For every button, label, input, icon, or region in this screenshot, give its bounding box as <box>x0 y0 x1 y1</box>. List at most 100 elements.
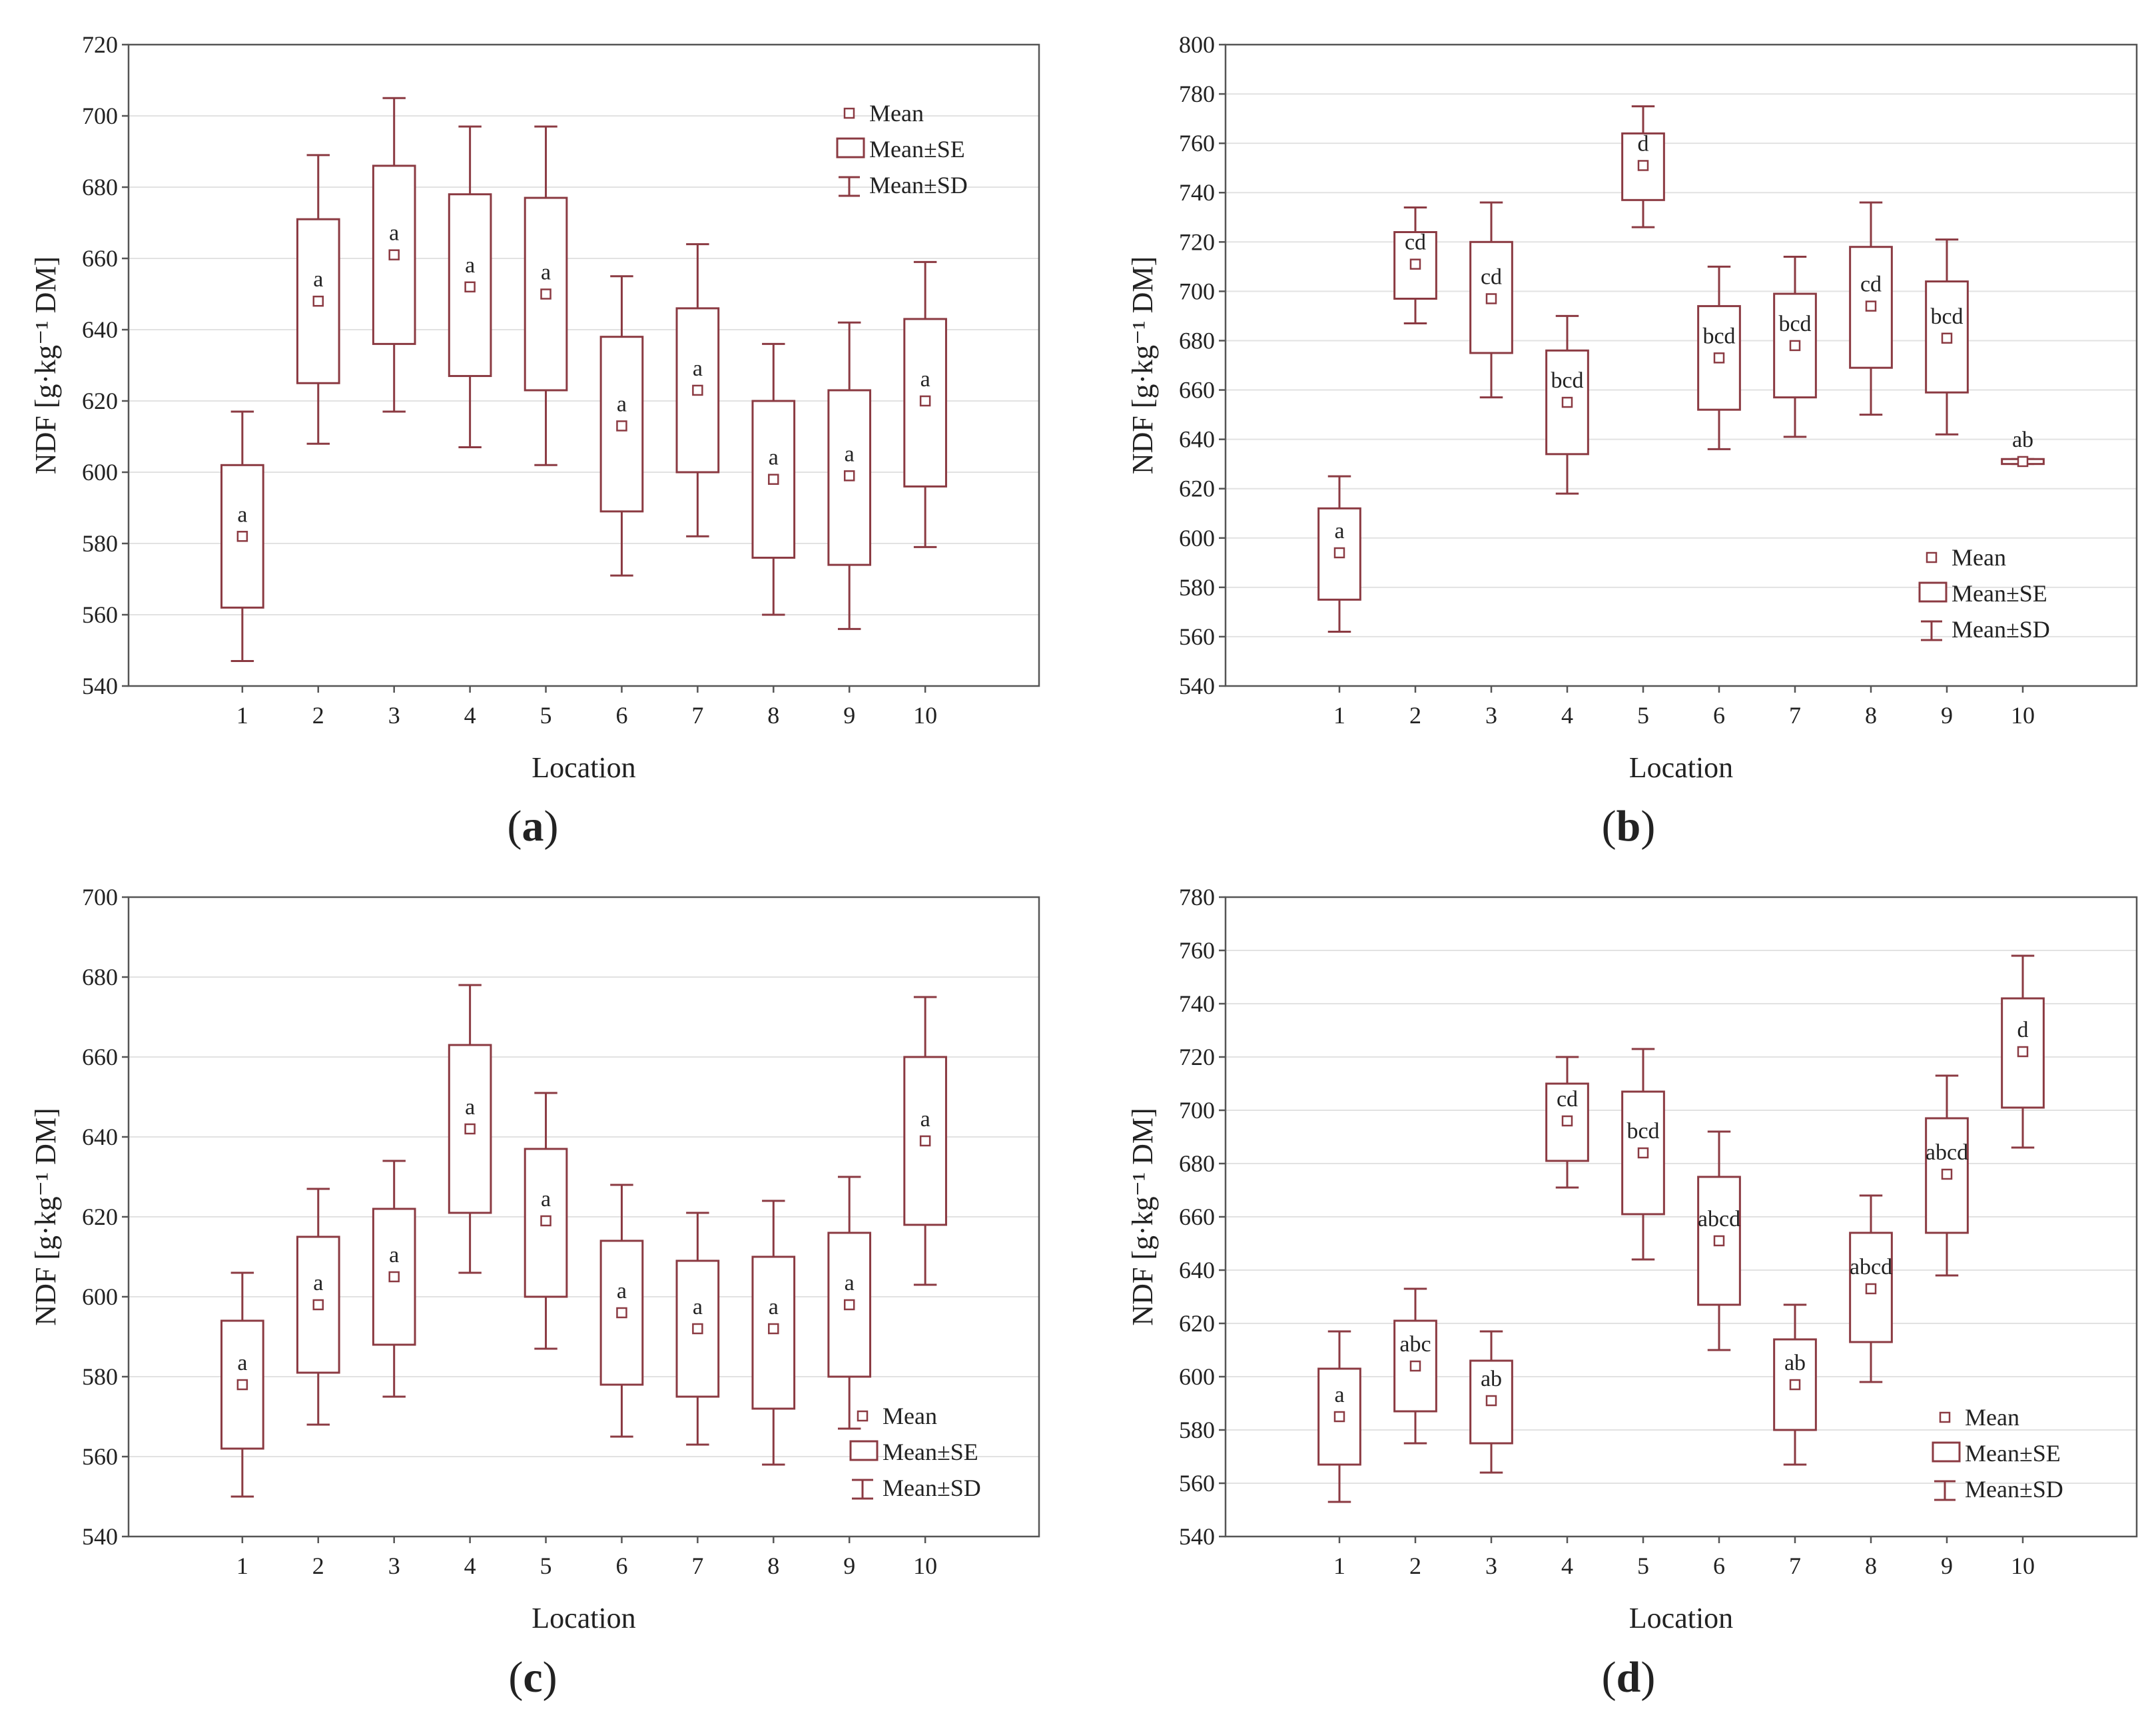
mean-marker-location-8 <box>768 474 779 485</box>
y-tick-label: 700 <box>82 103 118 129</box>
x-tick-label: 3 <box>388 1553 400 1579</box>
mean-marker-location-7 <box>692 384 703 396</box>
y-tick-label: 700 <box>1179 278 1215 304</box>
y-tick-label: 600 <box>1179 1363 1215 1390</box>
x-tick-label: 5 <box>1637 1553 1649 1579</box>
x-tick-label: 10 <box>2011 1553 2035 1579</box>
y-tick-label: 700 <box>1179 1097 1215 1124</box>
x-tick-label: 1 <box>236 702 248 729</box>
x-axis-title: Location <box>532 1602 635 1634</box>
x-tick-label: 4 <box>464 1553 476 1579</box>
plot-area-frame <box>127 43 1040 687</box>
significance-label-location-3: cd <box>1481 264 1502 289</box>
y-tick-label: 620 <box>1179 476 1215 502</box>
y-tick-label: 760 <box>1179 130 1215 157</box>
y-tick-label: 660 <box>1179 377 1215 404</box>
mean-marker-location-7 <box>1789 1379 1801 1391</box>
legend-se-box <box>1932 1441 1961 1463</box>
significance-label-location-5: bcd <box>1626 1119 1659 1144</box>
legend-se-label: Mean±SE <box>1965 1440 2061 1467</box>
mean-marker-location-1 <box>236 531 248 542</box>
y-tick-label: 560 <box>82 601 118 628</box>
y-tick-label: 800 <box>1179 31 1215 58</box>
mean-marker-location-2 <box>1409 258 1421 270</box>
mean-marker-location-10 <box>919 395 931 407</box>
mean-marker-location-1 <box>1333 1411 1345 1423</box>
legend-mean-marker <box>1939 1411 1951 1423</box>
x-tick-label: 3 <box>388 702 400 729</box>
panel-label-b: (b) <box>1602 802 1656 851</box>
significance-label-location-3: ab <box>1481 1367 1502 1391</box>
x-tick-label: 5 <box>1637 702 1649 729</box>
y-tick-label: 660 <box>82 1044 118 1070</box>
significance-label-location-10: d <box>2017 1018 2029 1042</box>
mean-marker-location-2 <box>1409 1360 1421 1372</box>
mean-marker-location-3 <box>388 249 400 260</box>
x-tick-label: 7 <box>1789 702 1801 729</box>
mean-marker-location-4 <box>464 281 476 293</box>
significance-label-location-2: a <box>313 1271 323 1295</box>
y-tick-label: 560 <box>82 1443 118 1470</box>
y-tick-label: 740 <box>1179 179 1215 206</box>
mean-marker-location-2 <box>312 295 324 307</box>
y-tick-label: 680 <box>82 964 118 990</box>
y-tick-label: 580 <box>1179 574 1215 601</box>
y-tick-label: 600 <box>82 459 118 486</box>
significance-label-location-2: a <box>313 267 323 292</box>
mean-marker-location-5 <box>540 288 551 300</box>
significance-label-location-8: abcd <box>1850 1255 1892 1279</box>
y-tick-label: 560 <box>1179 1470 1215 1497</box>
y-tick-label: 660 <box>1179 1204 1215 1230</box>
significance-label-location-10: ab <box>2012 428 2033 452</box>
chart-panel-b: 540 560 580 600 620 640 660 680 700 720 740 760 780 8… <box>1126 31 2138 851</box>
y-tick-label: 640 <box>1179 1257 1215 1283</box>
chart-panel-d: 540 560 580 600 620 640 660 680 700 720 740 760 780 1… <box>1126 884 2138 1702</box>
x-tick-label: 10 <box>913 702 937 729</box>
significance-label-location-5: d <box>1638 131 1649 156</box>
y-tick-label: 620 <box>82 1204 118 1230</box>
y-tick-label: 580 <box>82 530 118 557</box>
x-tick-label: 2 <box>312 702 324 729</box>
chart-panel-a: 540 560 580 600 620 640 660 680 700 720 1 2 3 4 5 6 7 8 9 1… <box>29 31 1040 851</box>
significance-label-location-6: a <box>617 1279 627 1303</box>
mean-marker-location-10 <box>919 1135 931 1147</box>
y-tick-label: 700 <box>82 884 118 910</box>
x-tick-label: 8 <box>767 1553 779 1579</box>
significance-label-location-7: bcd <box>1778 312 1811 336</box>
mean-marker-location-10 <box>2017 1046 2029 1058</box>
mean-marker-location-6 <box>616 420 627 432</box>
significance-label-location-9: abcd <box>1926 1140 1968 1165</box>
y-tick-label: 640 <box>1179 426 1215 453</box>
y-tick-label: 540 <box>1179 673 1215 699</box>
mean-marker-location-5 <box>540 1215 551 1227</box>
legend-se-box <box>1918 581 1948 603</box>
significance-label-location-6: a <box>617 392 627 416</box>
y-tick-label: 580 <box>1179 1417 1215 1443</box>
x-tick-label: 7 <box>1789 1553 1801 1579</box>
x-tick-label: 10 <box>2011 702 2035 729</box>
y-tick-label: 740 <box>1179 990 1215 1017</box>
x-tick-label: 3 <box>1485 702 1497 729</box>
y-tick-label: 600 <box>1179 525 1215 551</box>
y-tick-label: 680 <box>1179 1150 1215 1177</box>
legend: Mean Mean±SE Mean±SD <box>836 100 968 198</box>
x-tick-label: 6 <box>615 1553 627 1579</box>
x-axis-title: Location <box>532 751 635 784</box>
x-tick-label: 1 <box>1333 1553 1345 1579</box>
se-box-location-10 <box>903 1056 947 1226</box>
legend-sd-label: Mean±SD <box>883 1475 981 1501</box>
legend-se-box <box>849 1440 879 1461</box>
significance-label-location-2: abc <box>1399 1332 1431 1357</box>
significance-label-location-1: a <box>237 1351 247 1375</box>
legend-mean-marker <box>843 107 855 119</box>
significance-label-location-7: a <box>693 356 703 381</box>
legend: Mean Mean±SE Mean±SD <box>849 1403 981 1501</box>
mean-marker-location-3 <box>1485 293 1497 304</box>
significance-label-location-4: cd <box>1557 1087 1578 1112</box>
x-axis-title: Location <box>1629 1602 1733 1634</box>
mean-marker-location-1 <box>1333 547 1345 559</box>
y-axis-title: NDF [g·kg⁻¹ DM] <box>1126 1108 1159 1325</box>
x-axis-title: Location <box>1629 751 1733 784</box>
significance-label-location-5: a <box>541 1187 551 1212</box>
mean-marker-location-9 <box>843 1299 855 1311</box>
